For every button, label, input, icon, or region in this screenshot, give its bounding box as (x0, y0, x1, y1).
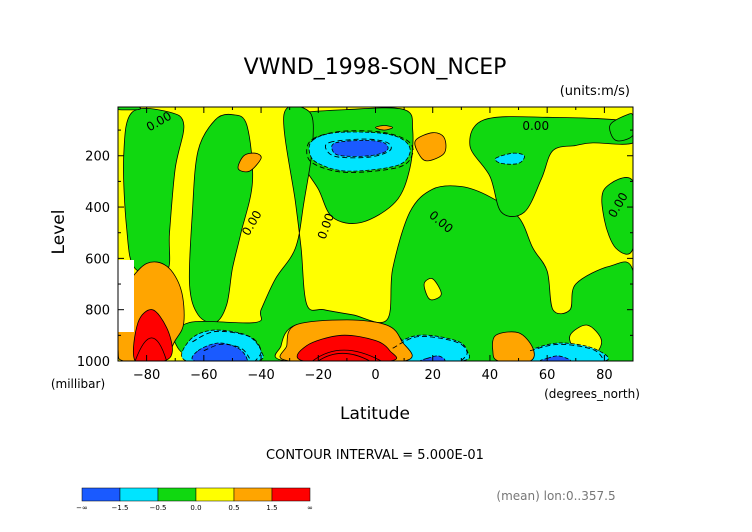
y-tick-label: 1000 (77, 355, 110, 370)
y-axis: 200 400 600 800 1000 (77, 129, 633, 370)
negative-contour-line (192, 330, 262, 361)
x-tick-label: 40 (482, 368, 499, 383)
contour-region-positive-small (423, 278, 442, 301)
y-axis-label: Level (49, 210, 69, 255)
contour-region-negative-small (609, 113, 633, 142)
colorbar-label: 0.0 (190, 504, 201, 512)
contour-region-positive-strong (133, 309, 173, 361)
contour-region-negative-small (123, 107, 185, 276)
contour-region-positive-mid (491, 331, 535, 361)
colorbar-label: 1.5 (266, 504, 277, 512)
colorbar-label: 0.5 (228, 504, 239, 512)
positive-contour-line (318, 352, 370, 361)
x-tick-label: −60 (190, 368, 217, 383)
y-tick-label: 200 (85, 150, 110, 165)
y-tick-label: 400 (85, 201, 110, 216)
contour-region-negative-small (118, 107, 141, 111)
y-tick-label: 600 (85, 252, 110, 267)
contour-region-negative-strong (539, 355, 571, 361)
x-axis-label: Latitude (340, 404, 410, 424)
mean-label: (mean) lon:0..357.5 (496, 489, 615, 503)
colorbar-swatch (195, 487, 235, 502)
colorbar-label: −0.5 (150, 504, 167, 512)
zero-contour-label: 0.00 (522, 119, 549, 133)
negative-contour-line (392, 335, 468, 361)
positive-contour-line (134, 337, 168, 361)
units-label: (units:m/s) (560, 84, 630, 99)
contour-region-positive-mid (414, 132, 447, 162)
colorbar-swatch (81, 487, 121, 502)
colorbar-swatch (157, 487, 197, 502)
colorbar-label: ∞ (307, 504, 313, 512)
contour-region-positive-mid (237, 152, 262, 173)
chart-title: VWND_1998-SON_NCEP (244, 55, 507, 80)
x-tick-label: −80 (133, 368, 160, 383)
colorbar: −∞ −1.5 −0.5 0.0 0.5 1.5 ∞ (76, 487, 313, 512)
x-axis: −80 −60 −40 −20 0 20 40 60 80 (117, 107, 634, 383)
y-axis-units: (millibar) (51, 377, 105, 391)
x-tick-label: 20 (424, 368, 441, 383)
negative-contour-line (306, 130, 414, 173)
negative-contour-line (324, 138, 392, 159)
x-tick-label: −40 (247, 368, 274, 383)
negative-contour-line (529, 343, 605, 361)
colorbar-swatch (233, 487, 273, 502)
contour-region-negative-mid (494, 152, 525, 165)
colorbar-label: −1.5 (112, 504, 129, 512)
colorbar-swatch (271, 487, 311, 502)
contour-region-positive-strong (296, 334, 398, 361)
contour-interval: CONTOUR INTERVAL = 5.000E-01 (266, 448, 484, 463)
contour-region-negative-strong (191, 342, 248, 361)
contour-region-negative-small (601, 177, 633, 255)
colorbar-swatch (119, 487, 159, 502)
contour-region-negative-small (173, 107, 633, 361)
x-tick-label: −20 (305, 368, 332, 383)
x-axis-units: (degrees_north) (544, 387, 640, 401)
plot-area: 0.000.00 0.00 0.000.000.00 (117, 106, 634, 362)
missing-data-region (118, 260, 134, 332)
colorbar-label: −∞ (76, 504, 88, 512)
x-tick-label: 60 (539, 368, 556, 383)
y-tick-label: 800 (85, 304, 110, 319)
contour-region-positive-mid (375, 125, 394, 131)
x-tick-label: 0 (371, 368, 379, 383)
negative-contour-line (203, 343, 250, 359)
contour-region-negative-strong (331, 139, 389, 157)
x-tick-label: 80 (596, 368, 613, 383)
